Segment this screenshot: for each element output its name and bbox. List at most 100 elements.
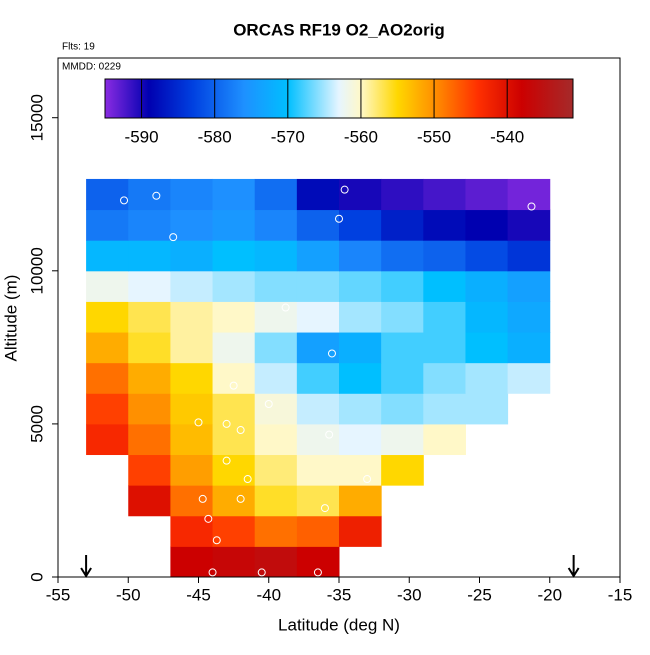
colorbar [104,78,574,119]
heat-cell [339,423,382,456]
heat-cell [86,393,129,425]
flight-point [222,456,231,465]
heat-cell [212,301,256,333]
heat-cell [254,546,298,578]
heat-cell [339,178,382,211]
flight-point [169,233,178,242]
colorbar-tick-label: -560 [344,127,378,146]
heat-cell [170,270,214,302]
flight-point [198,494,207,503]
heat-cell [465,301,509,333]
heat-cell [170,454,214,486]
flight-point [264,400,273,408]
flight-point [257,568,266,577]
heat-cell [254,270,298,302]
heat-cell [212,332,256,364]
flight-point [152,191,161,200]
heat-cell [381,240,424,272]
heat-cell [507,178,551,211]
heat-cell [339,393,382,425]
heat-cell [339,485,382,517]
heat-cell [296,178,340,211]
heat-cell [170,362,214,394]
heat-cell [170,240,214,272]
heat-cell [465,270,509,302]
annotation: MMDD: 0229 [62,62,121,73]
x-tick-label: -15 [608,585,633,604]
heat-cell [86,270,129,302]
flight-point [229,381,238,390]
heat-cell [212,515,256,547]
y-tick-label: 10000 [27,247,46,294]
flight-point [363,475,372,484]
heat-cell [507,301,551,333]
heat-cell [254,332,298,364]
x-axis-label: Latitude (deg N) [278,615,400,634]
heat-cell [423,332,466,364]
flight-point [340,185,349,194]
heat-cell [254,178,298,211]
colorbar-tick-label: -550 [417,127,451,146]
x-tick-label: -45 [186,585,211,604]
flight-point [208,568,217,577]
heat-cell [128,301,171,333]
heat-cell [170,546,214,578]
heat-cell [212,240,256,272]
flight-point [243,475,252,484]
colorbar-tick-label: -580 [198,127,232,146]
colorbar-tick-label: -590 [125,127,159,146]
flight-point [120,196,129,205]
heat-cell [296,423,340,456]
heat-cell [423,209,466,241]
heat-cell [465,332,509,364]
heat-cell [170,515,214,547]
heat-cell [381,362,424,394]
heat-cell [381,454,424,486]
heat-cell [465,393,509,425]
heat-cell [339,454,382,486]
heat-cell [296,485,340,517]
heat-cell [254,362,298,394]
x-tick-label: -40 [256,585,281,604]
arrow [567,555,580,578]
y-tick-label: 5000 [27,405,46,443]
heat-cell [254,454,298,486]
heat-cell [507,240,551,272]
heat-cell [296,393,340,425]
heat-cell [423,240,466,272]
x-tick-label: -55 [46,585,71,604]
flight-point [204,514,213,523]
heat-cell [128,423,171,456]
heat-cell [128,270,171,302]
arrow [80,555,92,578]
heat-cell [212,362,256,394]
heat-cell [254,240,298,272]
heat-cell [381,178,424,211]
heat-cell [423,423,466,456]
heat-cell [254,301,298,333]
heat-cell [212,454,256,486]
heat-cell [423,301,466,333]
heat-cell [423,362,466,394]
heat-cell [423,270,466,302]
flight-point [281,303,290,312]
heat-cell [381,332,424,364]
heat-cell [423,178,466,211]
heat-cell [339,240,382,272]
heat-cell [339,209,382,241]
heat-cell [254,393,298,425]
heat-cell [86,178,129,211]
heat-cell [128,393,171,425]
x-tick-label: -35 [327,585,352,604]
annotation: Flts: 19 [62,42,95,53]
heat-cell [212,178,256,211]
heat-cell [296,454,340,486]
heat-cell [296,209,340,241]
heat-cell [507,270,551,302]
heat-cell [128,454,171,486]
heat-cell [381,209,424,241]
heat-cell [381,393,424,425]
heat-cell [212,209,256,241]
flight-point [335,214,343,223]
